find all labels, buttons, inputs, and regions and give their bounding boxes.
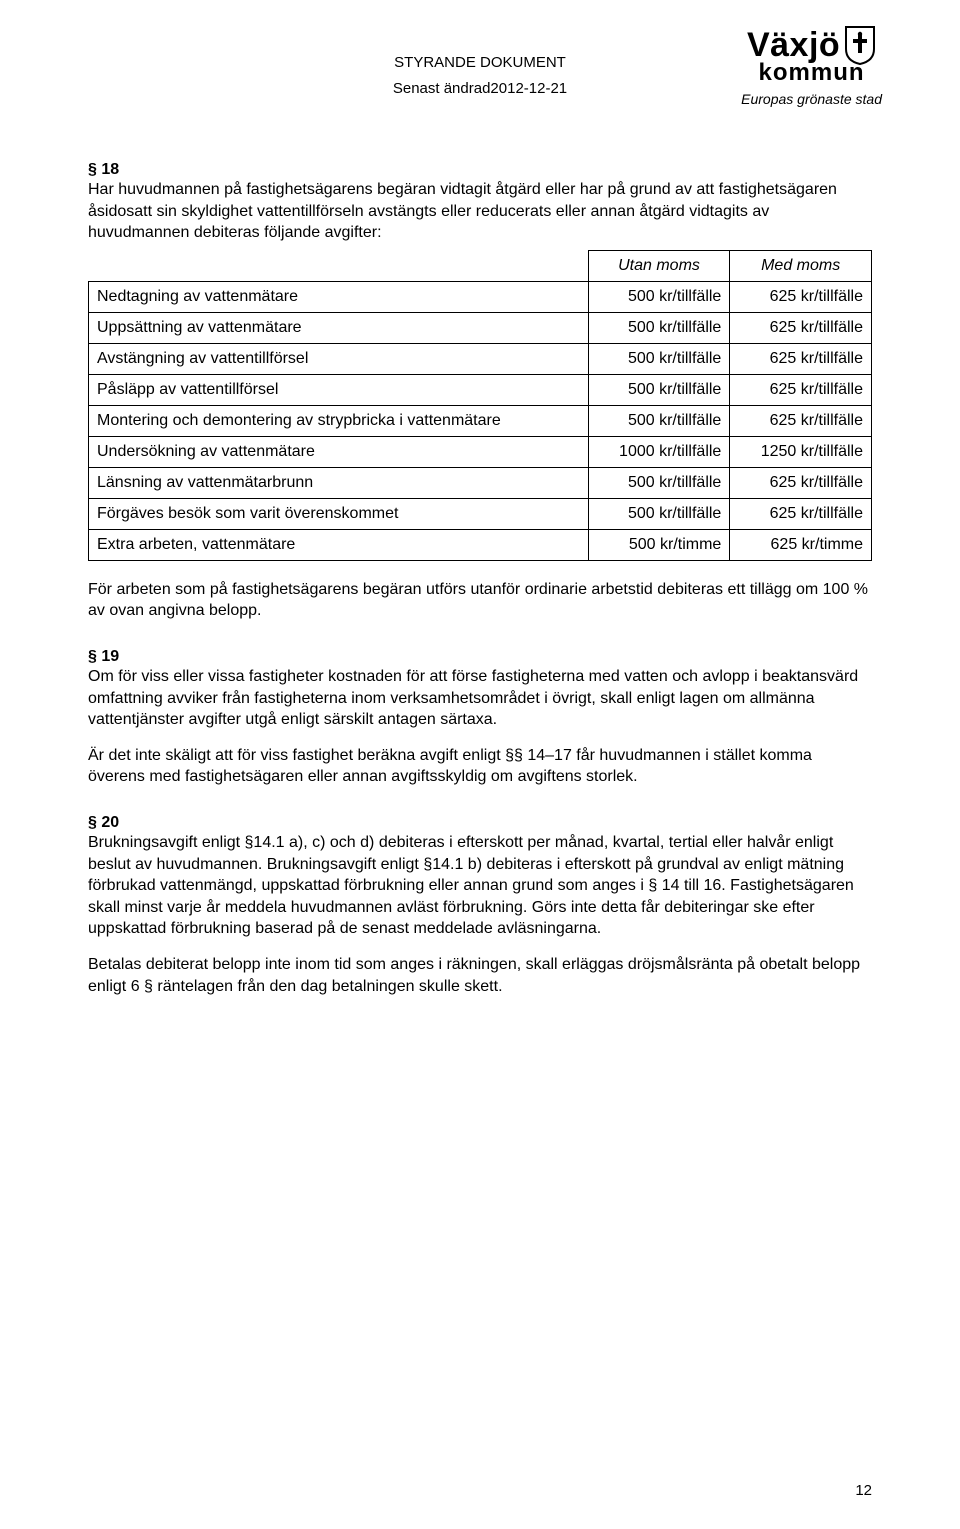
section-19-p1: Om för viss eller vissa fastigheter kost… <box>88 666 872 731</box>
table-row: Nedtagning av vattenmätare500 kr/tillfäl… <box>89 281 872 312</box>
table-row: Länsning av vattenmätarbrunn500 kr/tillf… <box>89 467 872 498</box>
fee-label: Uppsättning av vattenmätare <box>89 312 589 343</box>
section-20-title: § 20 <box>88 814 872 832</box>
doc-type: STYRANDE DOKUMENT <box>393 50 567 76</box>
fee-utan: 500 kr/tillfälle <box>588 343 730 374</box>
fee-label: Förgäves besök som varit överenskommet <box>89 498 589 529</box>
section-20-p1: Brukningsavgift enligt §14.1 a), c) och … <box>88 832 872 940</box>
section-18-intro: Har huvudmannen på fastighetsägarens beg… <box>88 179 872 244</box>
table-header-utan: Utan moms <box>588 250 730 281</box>
fee-label: Avstängning av vattentillförsel <box>89 343 589 374</box>
logo-text-bottom: kommun <box>741 59 882 87</box>
page-header: STYRANDE DOKUMENT Senast ändrad2012-12-2… <box>88 30 872 101</box>
fee-label: Montering och demontering av strypbricka… <box>89 405 589 436</box>
page: STYRANDE DOKUMENT Senast ändrad2012-12-2… <box>0 0 960 1529</box>
fee-label: Länsning av vattenmätarbrunn <box>89 467 589 498</box>
fee-utan: 500 kr/tillfälle <box>588 281 730 312</box>
table-row: Förgäves besök som varit överenskommet50… <box>89 498 872 529</box>
fee-label: Extra arbeten, vattenmätare <box>89 529 589 560</box>
logo-tagline: Europas grönaste stad <box>741 91 882 107</box>
table-row: Extra arbeten, vattenmätare500 kr/timme6… <box>89 529 872 560</box>
fee-med: 625 kr/tillfälle <box>730 281 872 312</box>
fee-utan: 1000 kr/tillfälle <box>588 436 730 467</box>
fee-utan: 500 kr/tillfälle <box>588 405 730 436</box>
fee-med: 625 kr/tillfälle <box>730 343 872 374</box>
fee-utan: 500 kr/tillfälle <box>588 374 730 405</box>
fee-utan: 500 kr/timme <box>588 529 730 560</box>
table-header-row: Utan moms Med moms <box>89 250 872 281</box>
header-center: STYRANDE DOKUMENT Senast ändrad2012-12-2… <box>393 50 567 101</box>
section-20-p2: Betalas debiterat belopp inte inom tid s… <box>88 954 872 997</box>
fee-utan: 500 kr/tillfälle <box>588 498 730 529</box>
fee-utan: 500 kr/tillfälle <box>588 312 730 343</box>
table-row: Undersökning av vattenmätare1000 kr/till… <box>89 436 872 467</box>
fee-med: 625 kr/tillfälle <box>730 312 872 343</box>
fee-med: 625 kr/tillfälle <box>730 405 872 436</box>
fee-med: 625 kr/tillfälle <box>730 374 872 405</box>
section-19-p2: Är det inte skäligt att för viss fastigh… <box>88 745 872 788</box>
table-header-med: Med moms <box>730 250 872 281</box>
fee-med: 625 kr/tillfälle <box>730 498 872 529</box>
table-row: Påsläpp av vattentillförsel500 kr/tillfä… <box>89 374 872 405</box>
fee-med: 1250 kr/tillfälle <box>730 436 872 467</box>
fee-table: Utan moms Med moms Nedtagning av vattenm… <box>88 250 872 561</box>
table-row: Avstängning av vattentillförsel500 kr/ti… <box>89 343 872 374</box>
table-header-empty <box>89 250 589 281</box>
doc-updated: Senast ändrad2012-12-21 <box>393 76 567 102</box>
table-row: Montering och demontering av strypbricka… <box>89 405 872 436</box>
logo-block: Växjö kommun Europas grönaste stad <box>741 25 882 107</box>
section-18-title: § 18 <box>88 161 872 179</box>
fee-med: 625 kr/tillfälle <box>730 467 872 498</box>
fee-label: Undersökning av vattenmätare <box>89 436 589 467</box>
fee-label: Nedtagning av vattenmätare <box>89 281 589 312</box>
page-number: 12 <box>855 1482 872 1499</box>
fee-label: Påsläpp av vattentillförsel <box>89 374 589 405</box>
section-19-title: § 19 <box>88 648 872 666</box>
table-row: Uppsättning av vattenmätare500 kr/tillfä… <box>89 312 872 343</box>
section-18-after: För arbeten som på fastighetsägarens beg… <box>88 579 872 622</box>
fee-utan: 500 kr/tillfälle <box>588 467 730 498</box>
fee-med: 625 kr/timme <box>730 529 872 560</box>
